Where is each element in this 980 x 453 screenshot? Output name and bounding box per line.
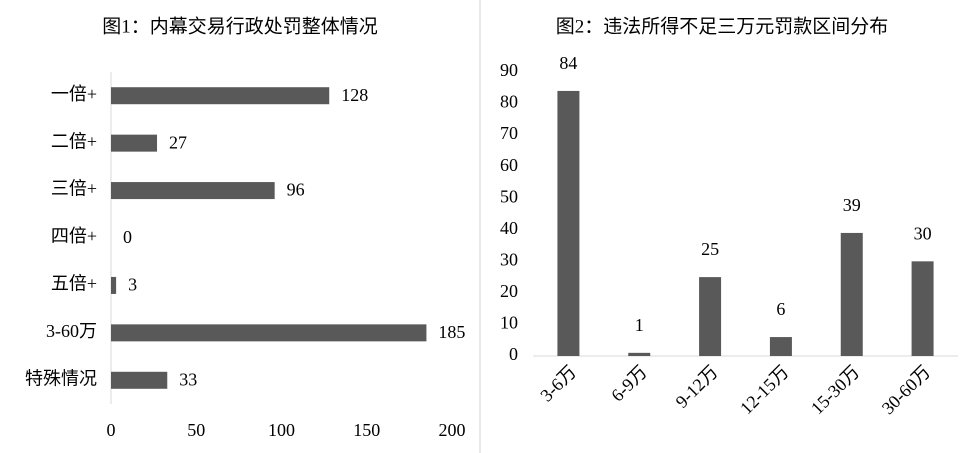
bar <box>111 87 330 105</box>
bar <box>557 90 580 356</box>
x-tick-label: 3-6万 <box>536 362 580 406</box>
bar <box>111 134 158 152</box>
data-label: 27 <box>169 132 187 152</box>
y-tick-label: 五倍+ <box>51 274 97 294</box>
chart-title: 图1：内幕交易行政处罚整体情况 <box>102 15 378 37</box>
bar <box>769 337 792 356</box>
data-label: 1 <box>635 315 644 335</box>
bar <box>699 277 722 356</box>
x-tick-label: 15-30万 <box>807 362 864 419</box>
bar <box>628 352 651 356</box>
bar <box>111 324 427 342</box>
x-tick-label: 150 <box>353 420 380 440</box>
data-label: 39 <box>843 195 861 215</box>
data-label: 0 <box>123 227 132 247</box>
x-tick-label: 50 <box>187 420 205 440</box>
data-label: 33 <box>179 369 197 389</box>
chart-title: 图2：违法所得不足三万元罚款区间分布 <box>556 15 889 37</box>
y-tick-label: 0 <box>509 344 518 364</box>
bar <box>111 182 275 200</box>
y-tick-label: 一倍+ <box>51 84 97 104</box>
bar <box>111 371 168 389</box>
y-tick-label: 二倍+ <box>51 131 97 151</box>
data-label: 6 <box>776 299 785 319</box>
data-label: 96 <box>287 180 305 200</box>
x-tick-label: 12-15万 <box>736 362 793 419</box>
y-tick-label: 80 <box>500 92 518 112</box>
y-tick-label: 90 <box>500 60 518 80</box>
x-tick-label: 30-60万 <box>878 362 935 419</box>
bar <box>840 232 863 356</box>
y-tick-label: 三倍+ <box>51 179 97 199</box>
x-tick-label: 100 <box>268 420 295 440</box>
x-tick-label: 0 <box>107 420 116 440</box>
y-tick-label: 70 <box>500 123 518 143</box>
y-tick-label: 四倍+ <box>51 226 97 246</box>
bar <box>911 261 934 356</box>
y-tick-label: 3-60万 <box>46 321 97 341</box>
y-tick-label: 60 <box>500 155 518 175</box>
x-tick-label: 9-12万 <box>672 362 722 412</box>
data-label: 3 <box>128 275 137 295</box>
y-tick-label: 特殊情况 <box>25 368 97 388</box>
data-label: 84 <box>559 53 577 73</box>
y-tick-label: 10 <box>500 313 518 333</box>
data-label: 185 <box>438 322 465 342</box>
bar <box>111 276 117 294</box>
y-tick-label: 30 <box>500 249 518 269</box>
data-label: 25 <box>701 239 719 259</box>
y-tick-label: 50 <box>500 186 518 206</box>
x-tick-label: 6-9万 <box>607 362 651 406</box>
y-tick-label: 20 <box>500 281 518 301</box>
x-tick-label: 200 <box>439 420 466 440</box>
data-label: 30 <box>914 223 932 243</box>
data-label: 128 <box>341 85 368 105</box>
y-tick-label: 40 <box>500 218 518 238</box>
